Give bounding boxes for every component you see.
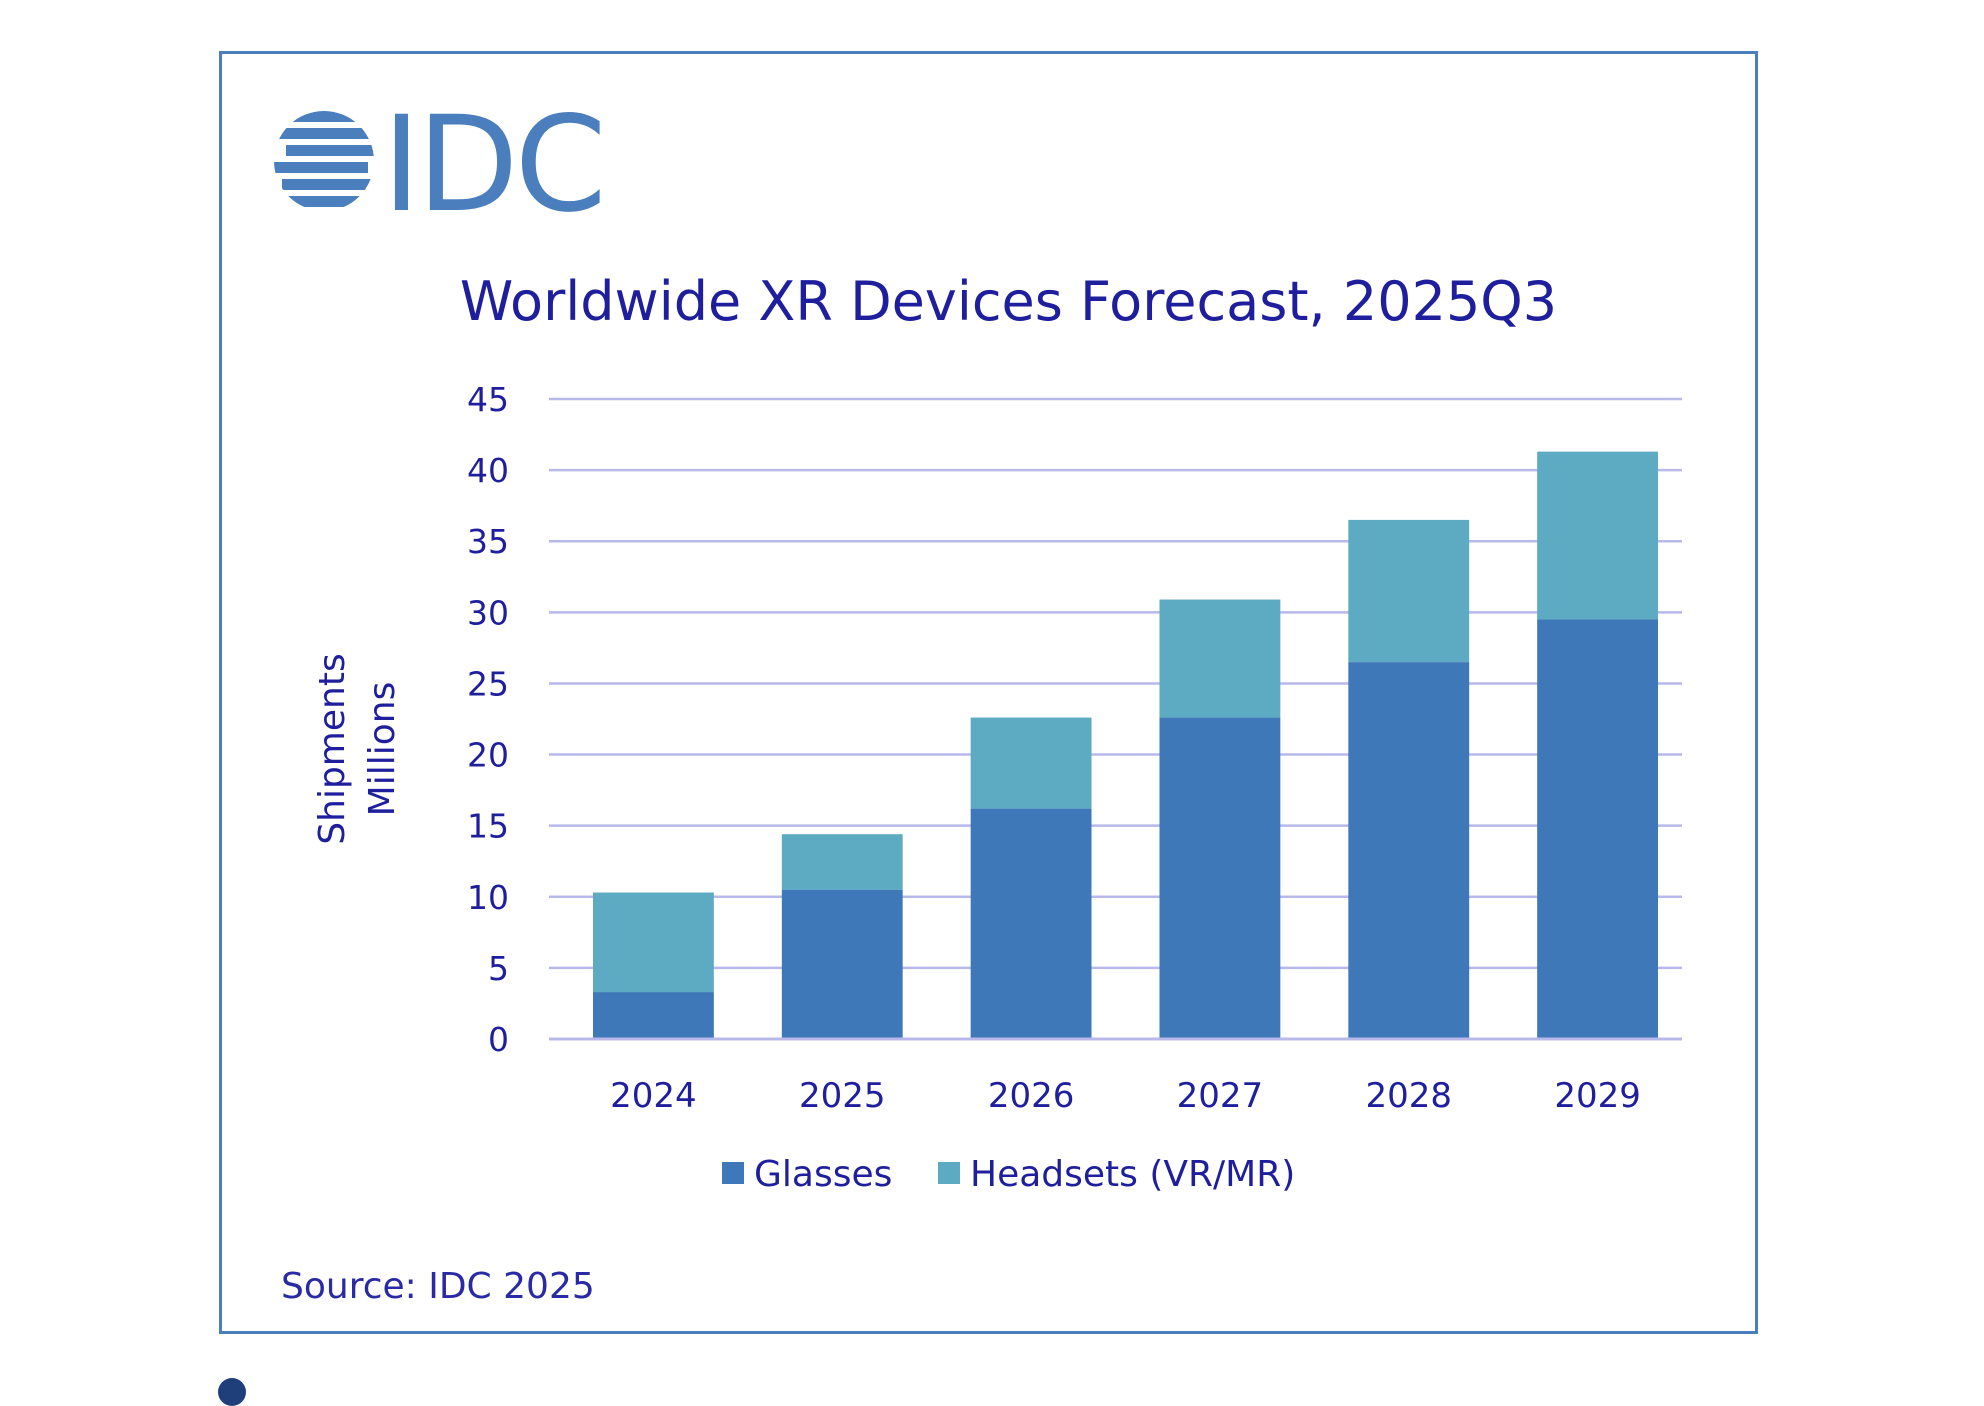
x-tick-label: 2026 [988, 1076, 1075, 1116]
x-tick-label: 2024 [610, 1076, 697, 1116]
bar-glasses [970, 808, 1092, 1039]
bar-headsets [781, 834, 903, 890]
x-tick-label: 2029 [1554, 1076, 1641, 1116]
y-tick-label: 45 [467, 380, 509, 419]
legend-swatch [938, 1162, 960, 1184]
bar-headsets [1537, 451, 1659, 620]
y-axis-label-line1: Shipments [312, 653, 353, 844]
y-tick-label: 20 [467, 736, 509, 775]
bar-glasses [1537, 619, 1659, 1039]
x-tick-label: 2027 [1177, 1076, 1264, 1116]
bar-glasses [1159, 717, 1281, 1039]
bar-headsets [1159, 599, 1281, 718]
x-tick-label: 2028 [1365, 1076, 1452, 1116]
chart-frame: IDC Worldwide XR Devices Forecast, 2025Q… [219, 51, 1758, 1334]
y-tick-label: 30 [467, 593, 509, 632]
x-tick-label: 2025 [799, 1076, 886, 1116]
idc-globe-icon [274, 111, 374, 207]
bar-glasses [1348, 662, 1470, 1039]
idc-logo-text: IDC [382, 88, 607, 242]
legend-label: Glasses [754, 1154, 892, 1195]
y-tick-label: 25 [467, 664, 509, 703]
y-tick-label: 40 [467, 451, 509, 490]
idc-logo: IDC [272, 99, 612, 231]
y-tick-label: 5 [488, 949, 509, 988]
chart-title: Worldwide XR Devices Forecast, 2025Q3 [459, 270, 1558, 333]
page-indicator-dot [218, 1378, 246, 1406]
bar-headsets [970, 717, 1092, 809]
bar-headsets [1348, 519, 1470, 663]
y-tick-label: 15 [467, 807, 509, 846]
bar-glasses [781, 889, 903, 1039]
y-tick-label: 10 [467, 878, 509, 917]
source-note: Source: IDC 2025 [281, 1266, 595, 1307]
bar-headsets [592, 892, 714, 993]
y-axis-label-line2: Millions [362, 682, 403, 817]
y-tick-label: 35 [467, 522, 509, 561]
legend-swatch [722, 1162, 744, 1184]
y-tick-label: 0 [488, 1020, 509, 1059]
legend-label: Headsets (VR/MR) [970, 1154, 1295, 1195]
bar-glasses [592, 992, 714, 1039]
